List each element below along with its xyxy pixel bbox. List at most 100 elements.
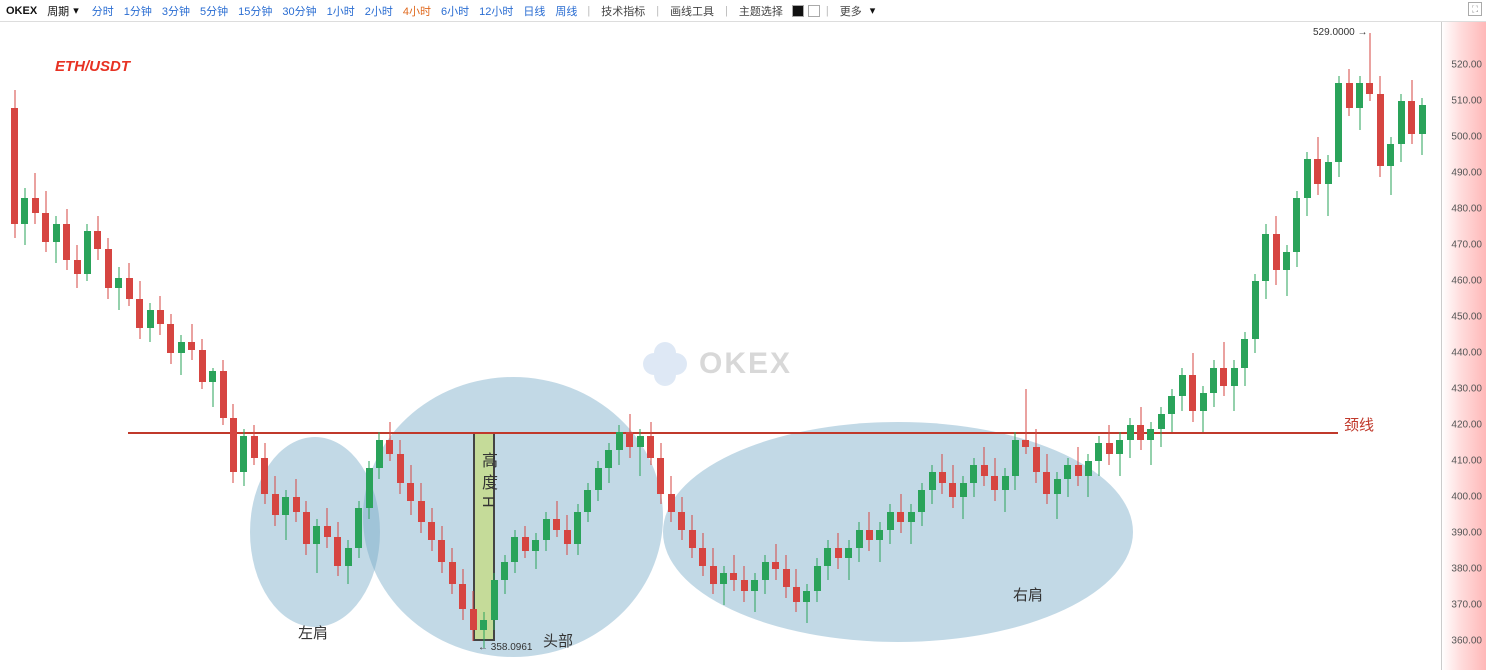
separator: | (656, 5, 659, 17)
separator: | (587, 5, 590, 17)
timeframe-6小时[interactable]: 6小时 (441, 6, 469, 18)
candle (616, 425, 623, 465)
candle (1158, 407, 1165, 447)
period-dropdown-icon[interactable]: ▾ (73, 4, 79, 17)
candle (908, 504, 915, 544)
price-tag: ← 358.0961 (478, 642, 533, 653)
label-head: 头部 (543, 630, 573, 651)
timeframe-15分钟[interactable]: 15分钟 (238, 6, 272, 18)
candle (783, 555, 790, 598)
chart-area[interactable]: OKEX ETH/USDT 高度H颈线左肩头部右肩529.0000 →← 358… (0, 22, 1486, 670)
symbol-label: ETH/USDT (55, 58, 130, 75)
candle (1085, 454, 1092, 497)
ytick: 460.00 (1451, 276, 1482, 287)
timeframe-4小时[interactable]: 4小时 (403, 6, 431, 18)
timeframe-2小时[interactable]: 2小时 (365, 6, 393, 18)
candle (939, 454, 946, 494)
candle (376, 432, 383, 479)
ytick: 420.00 (1451, 420, 1482, 431)
ytick: 400.00 (1451, 492, 1482, 503)
ytick: 490.00 (1451, 168, 1482, 179)
candle (1116, 432, 1123, 475)
candle (303, 501, 310, 555)
candle (1283, 245, 1290, 295)
timeframe-30分钟[interactable]: 30分钟 (282, 6, 316, 18)
more-tool[interactable]: 更多 (840, 3, 862, 19)
neckline-label: 颈线 (1344, 414, 1374, 435)
candle (438, 526, 445, 573)
candle (386, 422, 393, 462)
candle (741, 566, 748, 602)
candle (1147, 422, 1154, 465)
candle (803, 584, 810, 624)
candle (574, 504, 581, 554)
candle (1179, 368, 1186, 411)
timeframe-1分钟[interactable]: 1分钟 (124, 6, 152, 18)
candle (856, 522, 863, 562)
candle (11, 90, 18, 238)
candle (543, 512, 550, 552)
timeframe-日线[interactable]: 日线 (523, 6, 545, 18)
candle (1075, 447, 1082, 487)
candle (866, 512, 873, 552)
candle (1398, 94, 1405, 162)
candle (1012, 432, 1019, 490)
ytick: 520.00 (1451, 60, 1482, 71)
ytick: 500.00 (1451, 132, 1482, 143)
ytick: 390.00 (1451, 528, 1482, 539)
timeframe-3分钟[interactable]: 3分钟 (162, 6, 190, 18)
candle (230, 404, 237, 483)
label-left-shoulder: 左肩 (298, 622, 328, 643)
candle (918, 483, 925, 526)
timeframe-5分钟[interactable]: 5分钟 (200, 6, 228, 18)
candle (564, 515, 571, 555)
candle (32, 173, 39, 223)
more-dropdown-icon[interactable]: ▾ (870, 4, 876, 17)
candle (637, 429, 644, 476)
drawing-tool[interactable]: 画线工具 (670, 3, 714, 19)
plot-area[interactable]: OKEX ETH/USDT 高度H颈线左肩头部右肩529.0000 →← 358… (3, 22, 1441, 670)
candle (605, 443, 612, 483)
candle (1137, 407, 1144, 450)
fullscreen-icon[interactable]: ⛶ (1468, 2, 1482, 16)
timeframe-12小时[interactable]: 12小时 (479, 6, 513, 18)
candle (1314, 137, 1321, 195)
candle (21, 188, 28, 246)
candle (1210, 360, 1217, 407)
candle (199, 339, 206, 389)
ytick: 380.00 (1451, 564, 1482, 575)
price-tag: 529.0000 → (1313, 27, 1368, 38)
price-axis: 360.00370.00380.00390.00400.00410.00420.… (1441, 22, 1486, 670)
timeframe-1小时[interactable]: 1小时 (327, 6, 355, 18)
candle (845, 540, 852, 580)
candle (501, 555, 508, 595)
candle (1408, 80, 1415, 145)
candle (1043, 454, 1050, 504)
theme-dark-swatch[interactable] (792, 5, 804, 17)
candle (699, 533, 706, 576)
candle (1366, 33, 1373, 101)
candle (136, 281, 143, 339)
candle (1387, 137, 1394, 195)
candle (313, 519, 320, 573)
candle (532, 533, 539, 569)
indicator-tool[interactable]: 技术指标 (601, 3, 645, 19)
period-label: 周期 (47, 3, 69, 19)
timeframe-周线[interactable]: 周线 (555, 6, 577, 18)
timeframe-分时[interactable]: 分时 (92, 6, 114, 18)
candle (1033, 429, 1040, 483)
candle (126, 263, 133, 306)
candle (970, 458, 977, 498)
candle (178, 335, 185, 375)
separator: | (826, 5, 829, 17)
candle (657, 443, 664, 504)
ellipse-head (363, 377, 663, 657)
candle (720, 566, 727, 606)
candle (261, 443, 268, 504)
theme-label: 主题选择 (739, 3, 783, 19)
candle (511, 530, 518, 573)
theme-light-swatch[interactable] (808, 5, 820, 17)
candle (355, 501, 362, 559)
candle (1168, 389, 1175, 432)
candle (595, 461, 602, 501)
